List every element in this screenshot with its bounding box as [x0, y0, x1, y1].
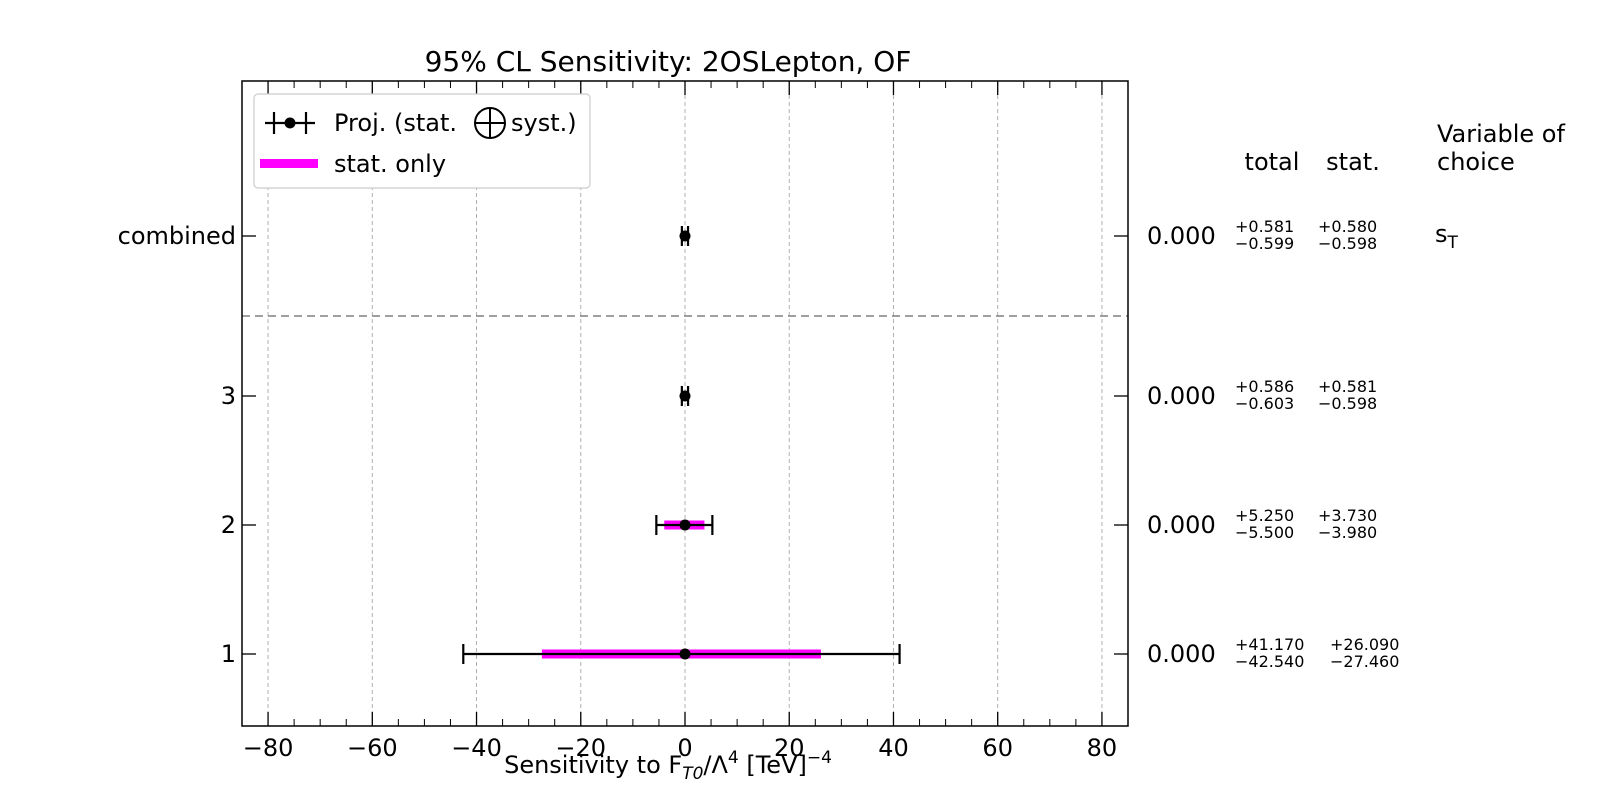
x-tick-label: −20 — [555, 734, 606, 762]
legend: Proj. (stat. syst.) stat. only — [253, 93, 591, 189]
x-tick-label: 20 — [774, 734, 805, 762]
y-category-label: 1 — [221, 640, 236, 668]
total-plus-error: +5.250 — [1235, 506, 1294, 525]
stat-minus-error: −3.980 — [1318, 523, 1377, 542]
stat-minus-error: −27.460 — [1330, 652, 1399, 671]
x-tick-label: −80 — [243, 734, 294, 762]
stat-plus-error: +26.090 — [1330, 635, 1399, 654]
stat-minus-error: −0.598 — [1318, 234, 1377, 253]
central-value: 0.000 — [1147, 511, 1216, 539]
x-tick-label: 80 — [1087, 734, 1118, 762]
legend-marker — [284, 117, 296, 129]
x-tick-label: 0 — [677, 734, 692, 762]
x-tick-label: 60 — [982, 734, 1013, 762]
column-header-variable-line2: choice — [1437, 148, 1515, 176]
total-minus-error: −0.603 — [1235, 394, 1294, 413]
stat-plus-error: +0.580 — [1318, 217, 1377, 236]
total-plus-error: +0.581 — [1235, 217, 1294, 236]
legend-label-stat-only: stat. only — [334, 150, 446, 178]
total-plus-error: +0.586 — [1235, 377, 1294, 396]
central-value: 0.000 — [1147, 382, 1216, 410]
stat-plus-error: +0.581 — [1318, 377, 1377, 396]
central-value-marker — [679, 230, 691, 242]
stat-minus-error: −0.598 — [1318, 394, 1377, 413]
legend-label-proj-post: syst.) — [511, 109, 577, 137]
column-header-stat: stat. — [1326, 148, 1380, 176]
x-tick-label: −40 — [451, 734, 502, 762]
total-minus-error: −42.540 — [1235, 652, 1304, 671]
central-value-marker — [679, 390, 691, 402]
x-axis-ticks: −80 −60 −40 −20 0 20 40 60 80 — [241, 81, 1129, 762]
column-header-total: total — [1245, 148, 1300, 176]
total-minus-error: −5.500 — [1235, 523, 1294, 542]
chart-title: 95% CL Sensitivity: 2OSLepton, OF — [425, 45, 912, 78]
x-axis-label: Sensitivity to FT0/Λ4 [TeV]−4 — [504, 748, 832, 784]
y-category-label: 2 — [221, 511, 236, 539]
legend-label-proj-pre: Proj. (stat. — [334, 109, 457, 137]
stat-plus-error: +3.730 — [1318, 506, 1377, 525]
column-header-variable-line1: Variable of — [1437, 120, 1565, 148]
total-plus-error: +41.170 — [1235, 635, 1304, 654]
x-tick-label: −60 — [347, 734, 398, 762]
data-marks — [462, 226, 901, 664]
central-value: 0.000 — [1147, 222, 1216, 250]
y-category-label: combined — [118, 222, 236, 250]
central-value-marker — [679, 648, 691, 660]
legend-box — [253, 93, 591, 189]
total-minus-error: −0.599 — [1235, 234, 1294, 253]
central-value-marker — [679, 519, 691, 531]
variable-of-choice: sT — [1435, 220, 1459, 253]
y-category-label: 3 — [221, 382, 236, 410]
y-axis: combined 3 2 1 — [118, 222, 1128, 668]
central-value: 0.000 — [1147, 640, 1216, 668]
legend-stat-band — [260, 159, 318, 168]
x-tick-label: 40 — [878, 734, 909, 762]
